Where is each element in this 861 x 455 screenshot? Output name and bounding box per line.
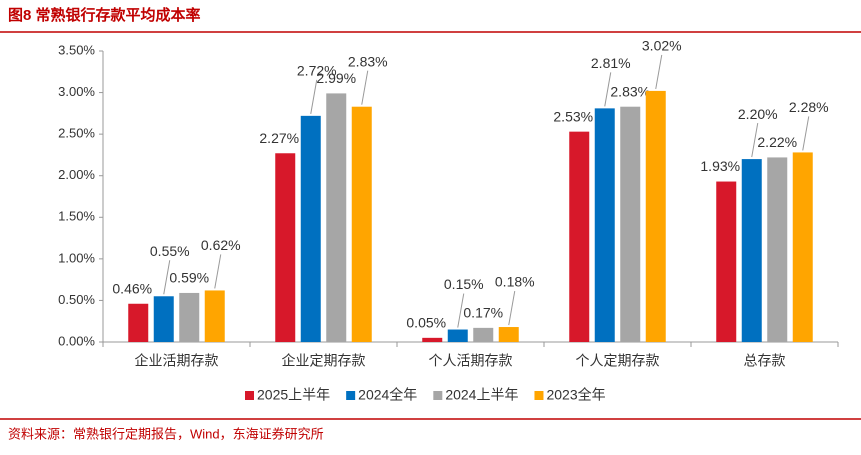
value-label: 0.59%	[169, 270, 209, 286]
value-label: 2.53%	[553, 108, 593, 124]
bar	[716, 181, 737, 342]
source: 资料来源：常熟银行定期报告，Wind，东海证券研究所	[8, 426, 324, 441]
value-label: 0.15%	[444, 276, 484, 292]
y-tick-label: 1.00%	[58, 250, 95, 265]
bar	[473, 327, 494, 342]
value-label: 2.99%	[316, 70, 356, 86]
bar	[767, 157, 788, 342]
legend-swatch	[433, 391, 443, 400]
bar	[204, 290, 225, 342]
legend-label: 2024全年	[358, 387, 417, 403]
y-tick-label: 0.50%	[58, 292, 95, 307]
value-label: 0.17%	[463, 305, 503, 321]
bar	[153, 296, 174, 342]
leader-line	[604, 72, 612, 107]
y-tick-label: 0.00%	[58, 333, 95, 348]
x-tick-label: 总存款	[744, 353, 786, 369]
bar	[792, 152, 813, 342]
leader-line	[802, 116, 810, 151]
bar	[179, 292, 200, 342]
x-tick-label: 个人定期存款	[576, 353, 660, 369]
legend-label: 2025上半年	[257, 387, 330, 403]
y-tick-label: 3.00%	[58, 84, 95, 99]
legend-label: 2024上半年	[445, 387, 518, 403]
legend-swatch	[346, 391, 356, 400]
value-label: 0.18%	[495, 274, 535, 290]
bar	[645, 90, 666, 342]
chart-title: 图8 常熟银行存款平均成本率	[8, 6, 201, 24]
bar	[275, 153, 296, 342]
value-label: 2.20%	[738, 106, 778, 122]
leader-line	[361, 70, 369, 105]
leader-line	[163, 260, 171, 295]
legend-swatch	[245, 391, 254, 400]
bar	[594, 108, 615, 343]
value-label: 0.55%	[150, 243, 190, 259]
value-label: 2.28%	[789, 99, 829, 115]
value-label: 0.46%	[112, 280, 152, 296]
value-label: 2.27%	[259, 130, 299, 146]
x-tick-label: 企业定期存款	[282, 353, 366, 369]
bar	[128, 303, 149, 342]
value-label: 2.83%	[610, 83, 650, 99]
bar	[422, 337, 443, 342]
bar	[569, 131, 590, 342]
bar	[326, 93, 347, 342]
y-tick-label: 2.50%	[58, 126, 95, 141]
bar	[498, 327, 519, 342]
bar	[351, 106, 372, 342]
value-label: 2.72%	[297, 63, 337, 79]
leader-line	[310, 79, 318, 114]
value-label: 3.02%	[642, 38, 682, 54]
legend-swatch	[534, 391, 544, 400]
value-label: 0.62%	[201, 237, 241, 253]
bar	[300, 115, 321, 342]
value-label: 2.81%	[591, 55, 631, 71]
x-tick-label: 企业活期存款	[135, 353, 219, 369]
y-tick-label: 2.00%	[58, 167, 95, 182]
bar	[620, 106, 641, 342]
value-label: 1.93%	[700, 158, 740, 174]
value-label: 2.83%	[348, 53, 388, 69]
y-tick-label: 1.50%	[58, 209, 95, 224]
x-tick-label: 个人活期存款	[429, 353, 513, 369]
bar	[741, 159, 762, 342]
value-label: 2.22%	[757, 134, 797, 150]
leader-line	[214, 254, 222, 289]
leader-line	[655, 54, 663, 89]
value-label: 0.05%	[406, 315, 446, 331]
leader-line	[457, 293, 465, 328]
y-tick-label: 3.50%	[58, 42, 95, 57]
leader-line	[508, 290, 516, 326]
legend-label: 2023全年	[546, 387, 605, 403]
leader-line	[751, 122, 759, 158]
bar	[447, 329, 468, 342]
